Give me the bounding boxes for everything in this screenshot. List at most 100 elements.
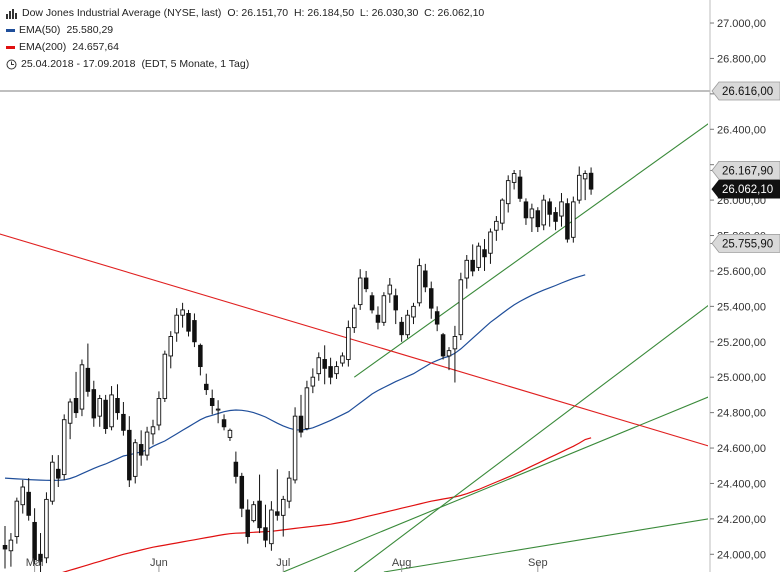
y-tick-label: 24.200,00 bbox=[717, 514, 766, 526]
candle-body-down bbox=[32, 521, 37, 561]
candle-body-up bbox=[458, 279, 464, 336]
candle-body-up bbox=[505, 180, 511, 205]
candle-body-down bbox=[85, 367, 91, 392]
candle-body-up bbox=[559, 201, 564, 217]
candle-body-up bbox=[50, 461, 55, 502]
candle-body-up bbox=[97, 398, 102, 417]
horizontal-levels[interactable] bbox=[0, 90, 757, 244]
candle bbox=[198, 343, 203, 376]
candle bbox=[553, 207, 558, 231]
candle bbox=[328, 357, 333, 385]
candle bbox=[559, 193, 564, 227]
candle-body-up bbox=[488, 231, 493, 254]
badge-label: 26.062,10 bbox=[722, 184, 773, 196]
candle-body-down bbox=[38, 553, 43, 562]
candle-body-down bbox=[517, 176, 523, 199]
candle bbox=[340, 352, 345, 367]
candle bbox=[56, 455, 61, 487]
candle-body-up bbox=[387, 284, 393, 295]
candle-body-up bbox=[280, 498, 286, 516]
candle bbox=[263, 504, 268, 548]
candle-body-down bbox=[91, 389, 97, 419]
level-price-badge: 26.167,90 bbox=[711, 160, 780, 180]
candle bbox=[227, 428, 233, 441]
candle-body-up bbox=[132, 442, 138, 477]
candle-body-up bbox=[357, 277, 363, 306]
x-tick-label: Jul bbox=[276, 557, 290, 569]
candle bbox=[73, 371, 79, 418]
candle-body-down bbox=[588, 172, 594, 190]
legend-ema50-row: EMA(50) 25.580,29 bbox=[6, 22, 484, 39]
candle-body-down bbox=[322, 359, 327, 369]
ema50-label: EMA(50) bbox=[19, 24, 61, 36]
candle bbox=[85, 343, 91, 397]
candle-body-down bbox=[375, 314, 381, 323]
x-tick-label: Sep bbox=[528, 557, 548, 569]
candle bbox=[239, 472, 245, 518]
candle bbox=[565, 198, 570, 243]
candle-body-up bbox=[464, 259, 470, 279]
candle-body-down bbox=[204, 383, 209, 391]
candle bbox=[529, 203, 535, 232]
candle bbox=[505, 175, 511, 213]
candle-body-down bbox=[363, 277, 369, 290]
candle bbox=[67, 398, 73, 440]
candle-body-down bbox=[440, 334, 446, 357]
candle-body-up bbox=[168, 336, 174, 357]
candle-body-up bbox=[571, 201, 576, 238]
candle bbox=[138, 430, 144, 466]
candle-body-down bbox=[263, 527, 268, 541]
candle bbox=[482, 239, 487, 271]
candle bbox=[180, 302, 185, 328]
candle bbox=[488, 228, 493, 264]
candle-body-down bbox=[245, 509, 250, 538]
y-tick-label: 25.000,00 bbox=[717, 372, 766, 384]
candle-body-up bbox=[227, 429, 233, 438]
candle-body-up bbox=[334, 366, 339, 375]
candle-body-up bbox=[20, 486, 26, 506]
candle bbox=[535, 207, 541, 232]
y-tick-label: 24.000,00 bbox=[717, 549, 766, 561]
candle bbox=[103, 394, 108, 434]
candle bbox=[292, 407, 298, 484]
settings-bars-icon[interactable] bbox=[6, 8, 18, 19]
candle-body-down bbox=[192, 320, 197, 343]
candle-body-down bbox=[553, 212, 558, 222]
candle-body-up bbox=[310, 376, 316, 387]
candle bbox=[132, 439, 138, 484]
candle bbox=[440, 332, 446, 360]
ema200-value: 24.657,64 bbox=[72, 41, 119, 53]
candle bbox=[571, 196, 576, 243]
candle bbox=[322, 345, 327, 385]
candle-body-down bbox=[369, 295, 375, 311]
candle bbox=[334, 361, 339, 379]
badge-shape bbox=[711, 233, 780, 253]
candle bbox=[523, 198, 529, 225]
candle-body-down bbox=[233, 461, 239, 477]
candle-body-down bbox=[275, 511, 280, 516]
badge-label: 26.167,90 bbox=[722, 165, 773, 177]
instrument-title: Dow Jones Industrial Average (NYSE, last… bbox=[22, 7, 222, 19]
candle-body-up bbox=[582, 173, 588, 180]
ohlc-readout: O: 26.151,70 H: 26.184,50 L: 26.030,30 C… bbox=[227, 7, 485, 19]
candle-body-down bbox=[434, 311, 440, 325]
candle bbox=[346, 320, 351, 367]
candle bbox=[298, 394, 304, 438]
candle bbox=[286, 471, 292, 509]
candle-body-up bbox=[405, 314, 410, 336]
candle bbox=[215, 400, 221, 424]
candle bbox=[280, 495, 286, 537]
candle bbox=[387, 278, 393, 303]
candle bbox=[434, 306, 440, 332]
candle bbox=[174, 308, 179, 342]
candle bbox=[251, 501, 256, 523]
candle bbox=[357, 269, 363, 310]
candle bbox=[352, 304, 357, 333]
candle bbox=[405, 309, 410, 339]
green-trendline bbox=[283, 396, 708, 572]
level-price-badge: 25.755,90 bbox=[711, 233, 780, 253]
candle-body-up bbox=[162, 353, 168, 399]
candle bbox=[423, 263, 428, 293]
